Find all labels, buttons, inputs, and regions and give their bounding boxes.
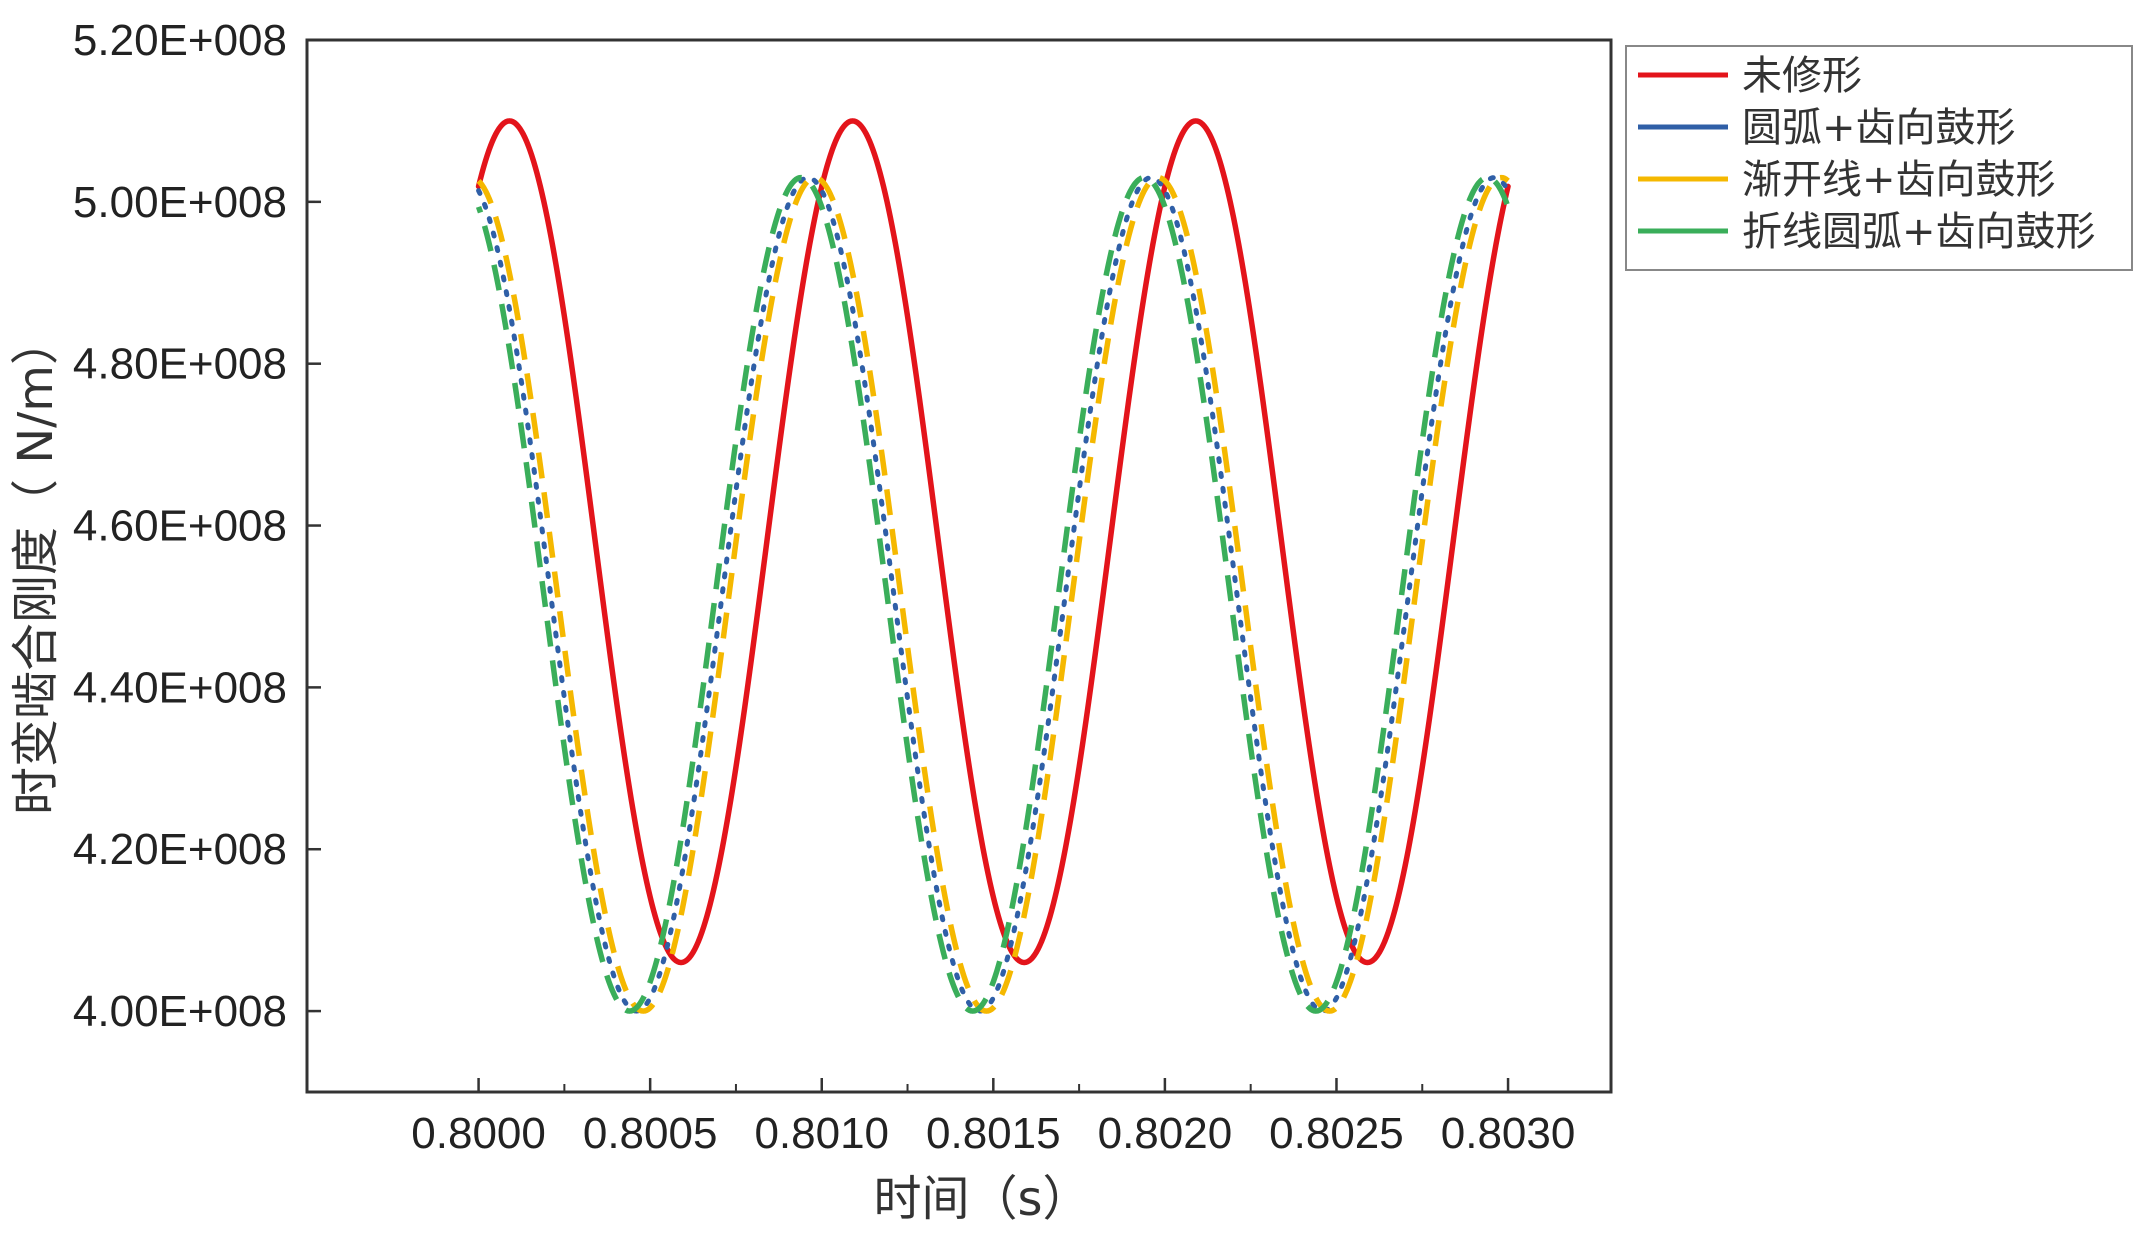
- x-axis-title: 时间（s）: [873, 1171, 1090, 1227]
- legend-label: 折线圆弧+齿向鼓形: [1742, 209, 2096, 255]
- x-tick-label: 0.8030: [1441, 1109, 1576, 1158]
- y-tick-label: 4.00E+008: [73, 987, 287, 1036]
- x-tick-label: 0.8025: [1269, 1109, 1404, 1158]
- series-layer: [475, 118, 1511, 1014]
- x-tick-label: 0.8005: [583, 1109, 718, 1158]
- legend-label: 渐开线+齿向鼓形: [1742, 157, 2056, 203]
- y-tick-label: 4.40E+008: [73, 663, 287, 712]
- legend-label: 圆弧+齿向鼓形: [1742, 105, 2016, 151]
- y-tick-label: 5.20E+008: [73, 16, 287, 65]
- y-tick-label: 4.60E+008: [73, 502, 287, 551]
- x-tick-label: 0.8015: [926, 1109, 1061, 1158]
- plot-frame: [305, 38, 1613, 1094]
- series-line: [476, 174, 1510, 1014]
- x-axis: 0.8000 0.8005 0.8010 0.8015 0.8020 0.8025 0.80…: [411, 1078, 1575, 1158]
- y-axis-title: 时变啮合刚度（ N/m）: [8, 317, 64, 815]
- x-tick-label: 0.8000: [411, 1109, 546, 1158]
- legend-label: 未修形: [1742, 53, 1862, 99]
- y-axis: 4.00E+008 4.20E+008 4.40E+008 4.60E+008 4.80…: [73, 16, 321, 1036]
- y-tick-label: 4.80E+008: [73, 340, 287, 389]
- series-line: [475, 174, 1511, 1014]
- x-tick-label: 0.8010: [754, 1109, 889, 1158]
- series-line: [476, 175, 1511, 1014]
- y-tick-label: 5.00E+008: [73, 178, 287, 227]
- x-tick-label: 0.8020: [1098, 1109, 1233, 1158]
- series-line: [475, 118, 1511, 966]
- y-tick-label: 4.20E+008: [73, 825, 287, 874]
